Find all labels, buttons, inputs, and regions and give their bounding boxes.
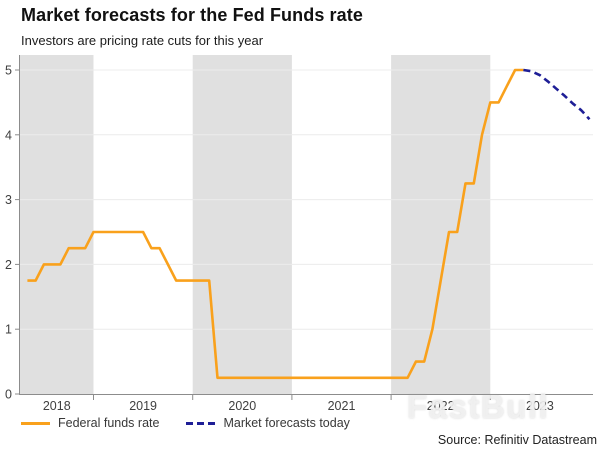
y-tick-label: 4 — [5, 128, 12, 142]
x-tick-label: 2021 — [328, 399, 356, 413]
y-tick-label: 2 — [5, 258, 12, 272]
x-tick-label: 2019 — [129, 399, 157, 413]
market-forecast-line — [523, 68, 591, 121]
solid-line-swatch-icon — [21, 421, 50, 425]
legend-item-market-forecasts: Market forecasts today — [186, 416, 350, 430]
chart-legend: Federal funds rate Market forecasts toda… — [21, 416, 350, 430]
source-credit: Source: Refinitiv Datastream — [437, 433, 597, 447]
x-tick-label: 2020 — [228, 399, 256, 413]
chart-title: Market forecasts for the Fed Funds rate — [21, 5, 363, 25]
x-tick-label: 2022 — [427, 399, 455, 413]
x-tick-label: 2018 — [43, 399, 71, 413]
dashed-line-swatch-icon — [186, 421, 216, 425]
y-tick-label: 5 — [5, 64, 12, 78]
chart-subtitle: Investors are pricing rate cuts for this… — [21, 33, 264, 48]
legend-item-federal-funds-rate: Federal funds rate — [21, 416, 159, 430]
year-band — [391, 55, 491, 394]
year-band — [192, 55, 292, 394]
legend-label: Market forecasts today — [223, 416, 350, 430]
y-tick-label: 3 — [5, 193, 12, 207]
year-band — [20, 55, 94, 394]
y-tick-label: 1 — [5, 323, 12, 337]
x-tick-label: 2023 — [526, 399, 554, 413]
federal-funds-rate-line — [27, 68, 524, 380]
legend-label: Federal funds rate — [58, 416, 160, 430]
y-tick-label: 0 — [5, 388, 12, 402]
